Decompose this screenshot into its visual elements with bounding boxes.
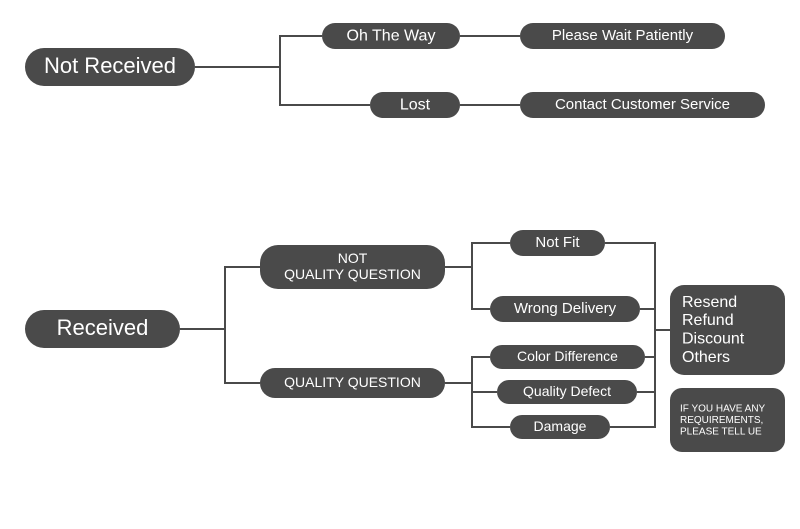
edge-nqq-not_fit — [445, 243, 510, 267]
node-not_fit-label: Not Fit — [535, 234, 580, 251]
node-wait-label: Please Wait Patiently — [552, 27, 694, 44]
node-note: IF YOU HAVE ANYREQUIREMENTS,PLEASE TELL … — [670, 388, 785, 452]
node-wrong: Wrong Delivery — [490, 296, 640, 322]
node-contact: Contact Customer Service — [520, 92, 765, 118]
edge-nqq-wrong — [445, 267, 490, 309]
node-not_fit: Not Fit — [510, 230, 605, 256]
node-color-label: Color Difference — [517, 348, 618, 364]
node-on_the_way-label: Oh The Way — [347, 27, 436, 44]
node-color: Color Difference — [490, 345, 645, 369]
edge-qq-color — [445, 357, 490, 383]
node-resolve-label: Others — [682, 349, 730, 366]
edge-not_received-on_the_way — [195, 36, 322, 67]
node-received-label: Received — [57, 315, 149, 340]
node-nqq: NOTQUALITY QUESTION — [260, 245, 445, 289]
edge-wrong-resolve — [640, 309, 670, 330]
node-defect-label: Quality Defect — [523, 383, 611, 399]
flowchart: Not Received Oh The Way Lost Please Wait Pa… — [0, 0, 800, 529]
node-damage: Damage — [510, 415, 610, 439]
node-contact-label: Contact Customer Service — [555, 96, 730, 113]
nodes: Not Received Oh The Way Lost Please Wait Pa… — [25, 23, 785, 452]
node-note-label: IF YOU HAVE ANY — [680, 403, 766, 414]
edge-received-qq — [180, 329, 260, 383]
node-resolve: ResendRefund DiscountOthers — [670, 285, 785, 375]
node-nqq-label: NOT — [338, 250, 368, 266]
node-not_received-label: Not Received — [44, 53, 176, 78]
node-lost: Lost — [370, 92, 460, 118]
edge-received-nqq — [180, 267, 260, 329]
node-on_the_way: Oh The Way — [322, 23, 460, 49]
edge-not_received-lost — [195, 67, 370, 105]
node-wait: Please Wait Patiently — [520, 23, 725, 49]
node-resolve-label: Discount — [682, 331, 745, 348]
node-damage-label: Damage — [534, 418, 587, 434]
node-resolve-label: Resend — [682, 294, 737, 311]
node-lost-label: Lost — [400, 96, 431, 113]
node-received: Received — [25, 310, 180, 348]
node-qq-label: QUALITY QUESTION — [284, 374, 421, 390]
edge-color-resolve — [645, 330, 670, 357]
node-note-label: PLEASE TELL UE — [680, 426, 762, 437]
node-wrong-label: Wrong Delivery — [514, 300, 617, 317]
node-qq: QUALITY QUESTION — [260, 368, 445, 398]
node-nqq-label: QUALITY QUESTION — [284, 266, 421, 282]
edge-damage-resolve — [610, 330, 670, 427]
node-note-label: REQUIREMENTS, — [680, 415, 763, 426]
node-not_received: Not Received — [25, 48, 195, 86]
node-resolve-label: Refund — [682, 312, 734, 329]
node-defect: Quality Defect — [497, 380, 637, 404]
